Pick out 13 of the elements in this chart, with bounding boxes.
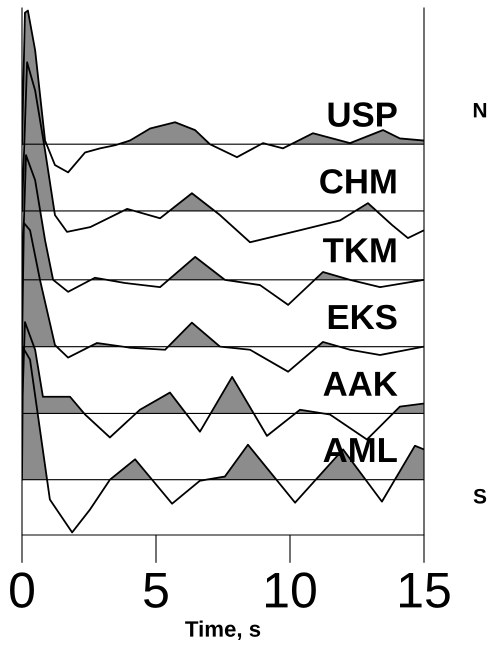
text: N bbox=[474, 103, 486, 118]
series-label: EKS bbox=[328, 304, 397, 330]
x-axis-title: Time, s bbox=[185, 620, 260, 640]
series-label: TKM bbox=[323, 238, 396, 262]
series-label: CHM bbox=[320, 169, 396, 194]
x-tick-label: 0 bbox=[10, 572, 34, 608]
series-label: USP bbox=[328, 102, 397, 127]
series-label: AML bbox=[324, 438, 397, 462]
x-tick-label: 5 bbox=[144, 572, 168, 608]
text: S bbox=[474, 488, 486, 504]
series-label: AAK bbox=[324, 372, 398, 396]
x-tick-label: 10 bbox=[266, 572, 316, 608]
x-tick-label: 15 bbox=[400, 572, 450, 608]
